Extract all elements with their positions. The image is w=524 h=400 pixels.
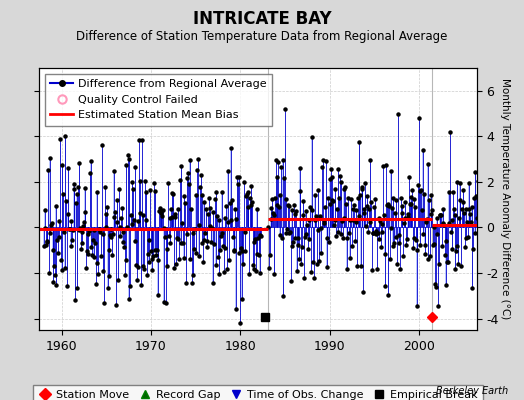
Text: INTRICATE BAY: INTRICATE BAY xyxy=(193,10,331,28)
Text: Berkeley Earth: Berkeley Earth xyxy=(436,386,508,396)
Y-axis label: Monthly Temperature Anomaly Difference (°C): Monthly Temperature Anomaly Difference (… xyxy=(500,78,510,320)
Text: Difference of Station Temperature Data from Regional Average: Difference of Station Temperature Data f… xyxy=(77,30,447,43)
Legend: Station Move, Record Gap, Time of Obs. Change, Empirical Break: Station Move, Record Gap, Time of Obs. C… xyxy=(33,384,483,400)
